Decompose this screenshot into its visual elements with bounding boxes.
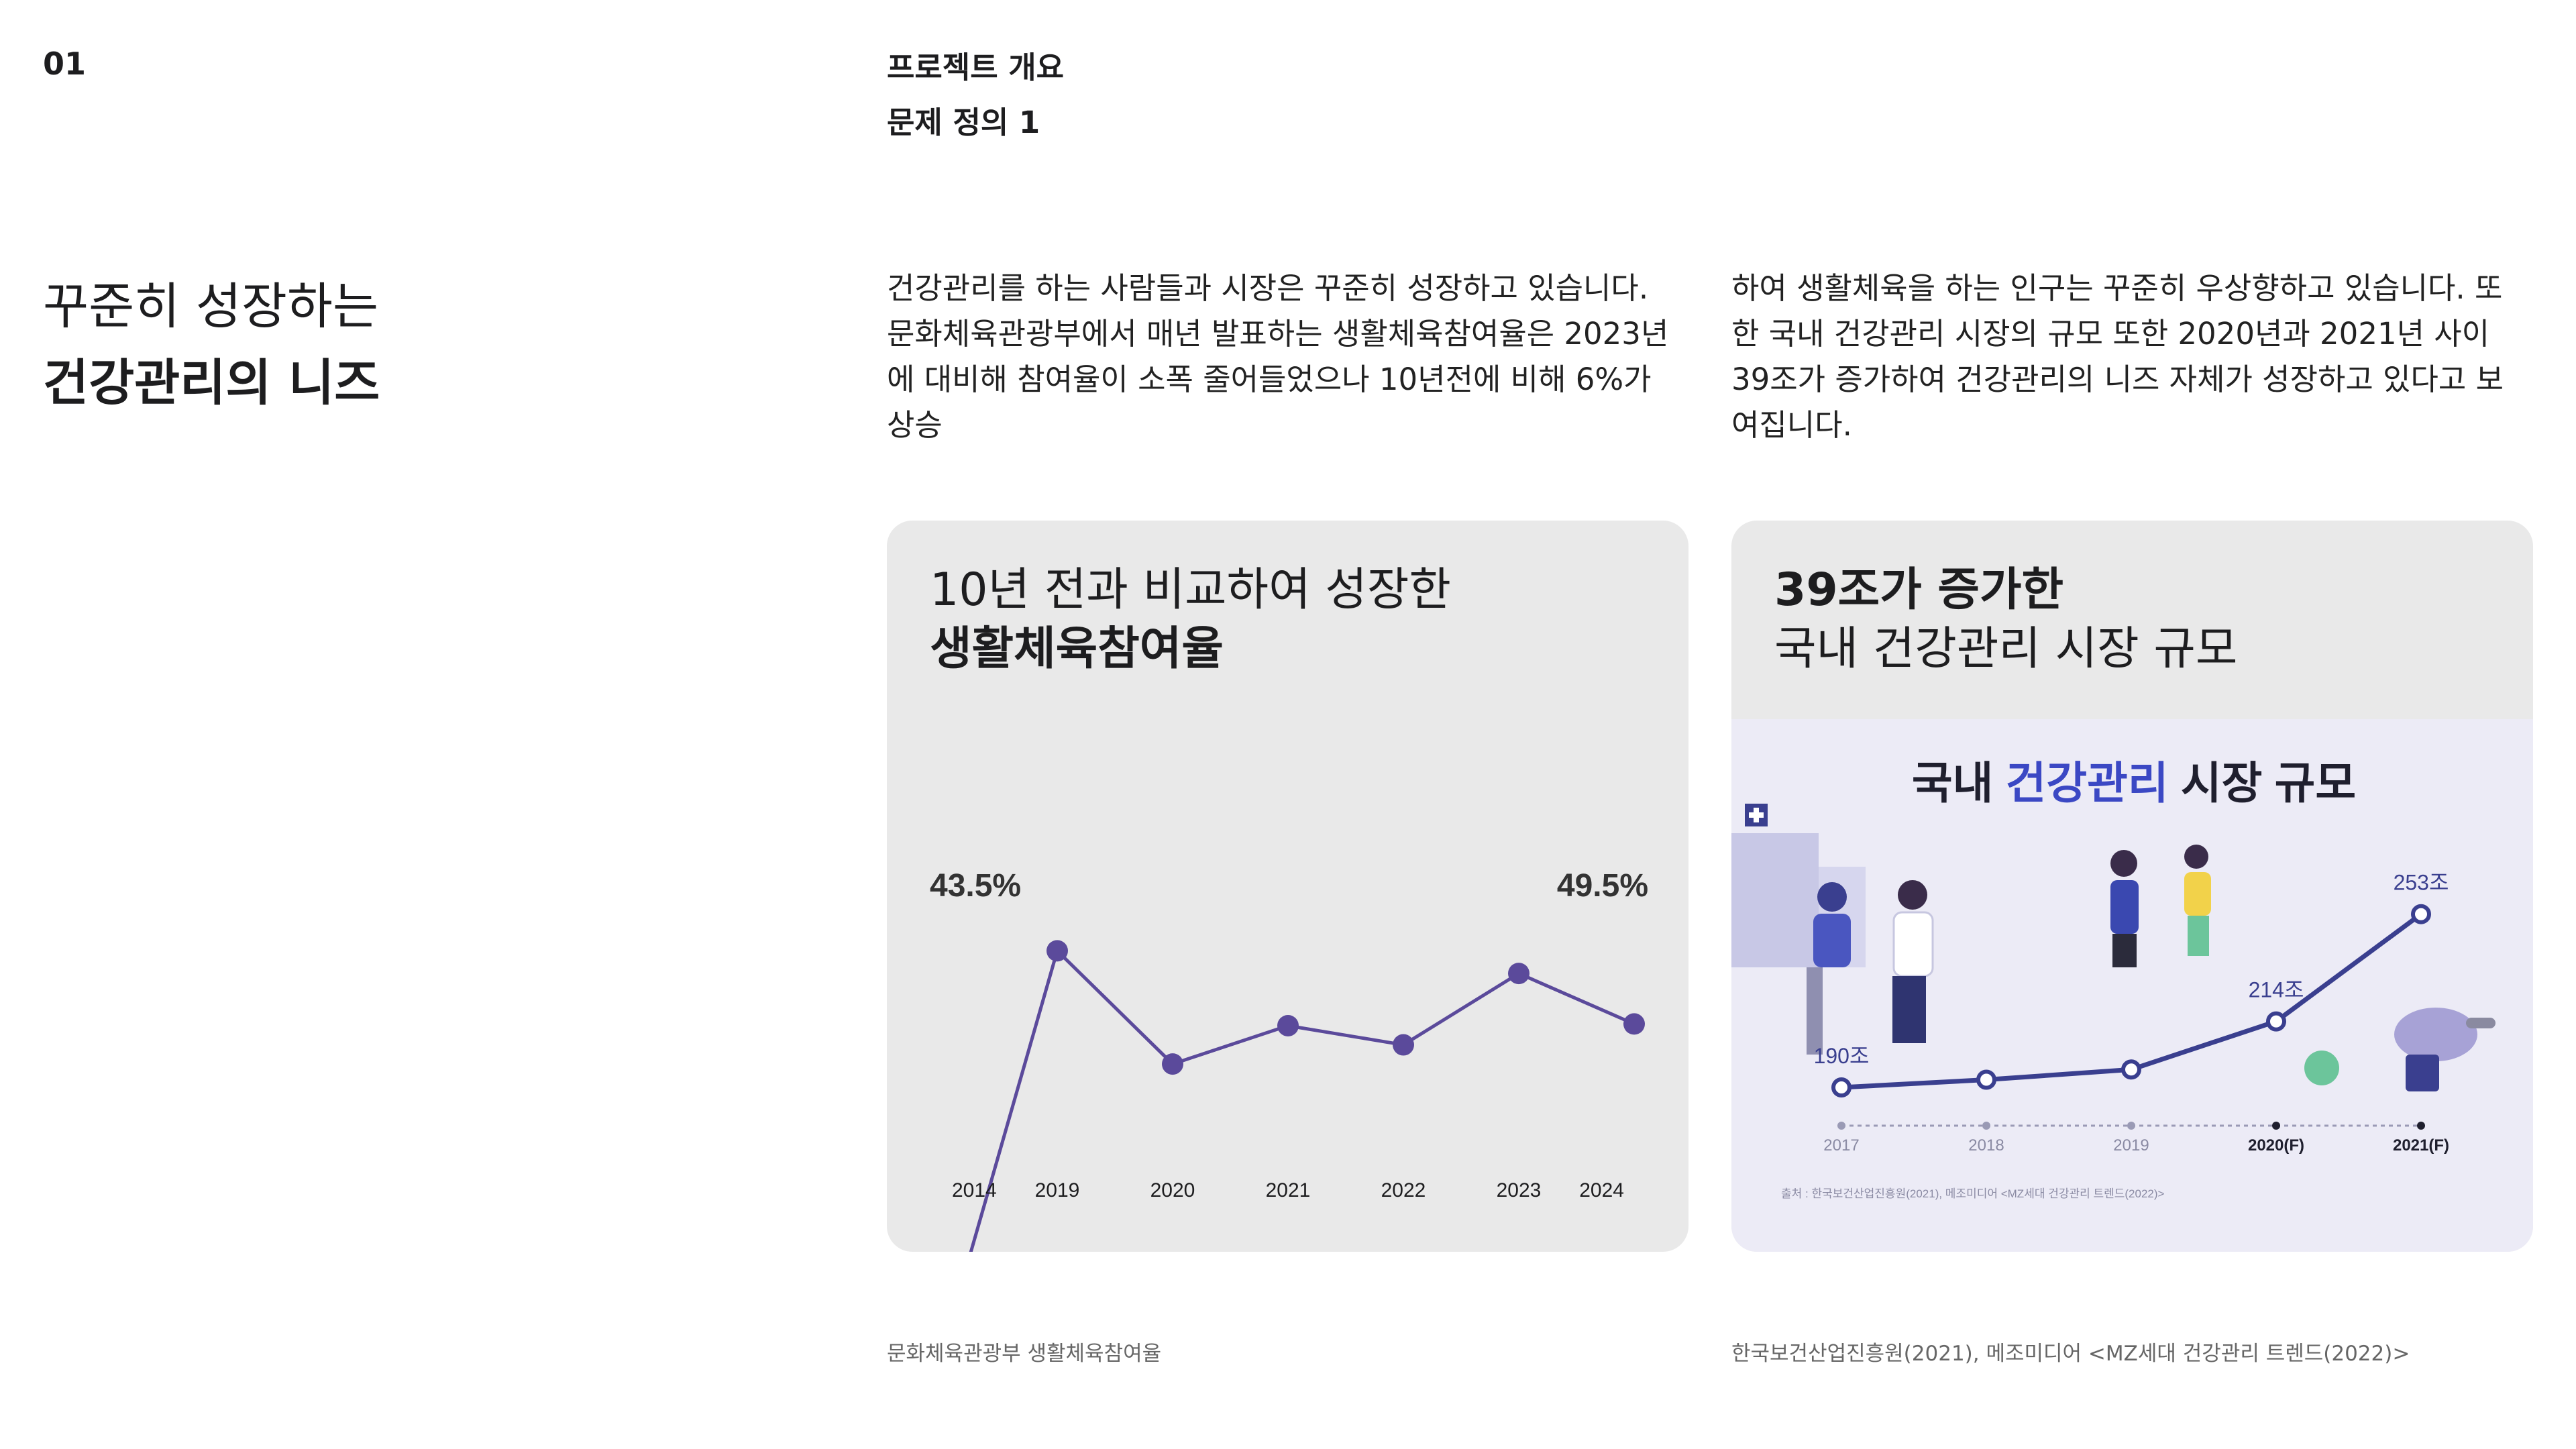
x-tick-label: 2023: [1497, 1179, 1542, 1201]
market-point-2020(F): [2266, 1011, 2286, 1032]
participation-line-chart: 2014 2019 2020 2021 2022 2023 2024 43.5% 49.5%: [930, 868, 1648, 1252]
card1-title: 10년 전과 비교하여 성장한 생활체육참여율: [930, 561, 1451, 679]
timeline-tick: [1837, 1122, 1845, 1130]
timeline-tick: [2417, 1122, 2425, 1130]
runners-illustration: [2110, 845, 2211, 967]
market-label-2021(F): 253조: [2394, 871, 2449, 895]
paragraph-col1: 건강관리를 하는 사람들과 시장은 꾸준히 성장하고 있습니다. 문화체육관광부…: [887, 270, 1669, 443]
year-label: 2021(F): [2393, 1136, 2449, 1155]
x-tick-label: 2022: [1381, 1179, 1426, 1201]
infographic-title: 국내 건강관리 시장 규모: [1912, 758, 2356, 808]
data-point-2020: [1162, 1053, 1183, 1075]
headline-line2: 건강관리의 니즈: [43, 354, 380, 412]
card2-source: 한국보건산업진흥원(2021), 메조미디어 <MZ세대 건강관리 트렌드(20…: [1731, 1342, 2410, 1366]
market-point-2018: [1976, 1069, 1996, 1090]
timeline-tick: [2272, 1122, 2280, 1130]
participation-chart-card: 10년 전과 비교하여 성장한 생활체육참여율 2014 2019 2020 2021…: [887, 521, 1688, 1252]
card1-title-line2: 생활체육참여율: [930, 623, 1224, 676]
data-point-2021: [1277, 1014, 1299, 1036]
infographic-title-part3: 시장 규모: [2169, 758, 2357, 808]
page-headline: 꾸준히 성장하는 건강관리의 니즈: [43, 268, 380, 421]
x-tick-label: 2020: [1150, 1179, 1195, 1201]
market-label-2017: 190조: [1814, 1044, 1870, 1068]
card1-source: 문화체육관광부 생활체육참여율: [887, 1342, 1162, 1366]
section-subtitle: 문제 정의 1: [887, 105, 1040, 140]
section-number: 01: [43, 46, 87, 82]
year-label: 2017: [1823, 1136, 1859, 1155]
market-size-chart: 국내 건강관리 시장 규모: [1731, 758, 2496, 1200]
participation-series-line: [969, 949, 1635, 1252]
card1-title-line1: 10년 전과 비교하여 성장한: [930, 564, 1451, 616]
section-title: 프로젝트 개요: [887, 50, 1065, 85]
timeline-tick: [1982, 1122, 1990, 1130]
infographic-footnote: 출처 : 한국보건산업진흥원(2021), 메조미디어 <MZ세대 건강관리 트…: [1781, 1187, 2165, 1200]
doctor-patient-illustration: [1807, 880, 1934, 1055]
market-point-2021(F): [2411, 904, 2431, 924]
data-label-2024: 49.5%: [1557, 868, 1648, 904]
market-size-infographic: 국내 건강관리 시장 규모: [1731, 719, 2533, 1252]
year-label: 2020(F): [2248, 1136, 2304, 1155]
data-point-2024: [1623, 1013, 1645, 1035]
x-tick-label: 2019: [1035, 1179, 1080, 1201]
headline-line1: 꾸준히 성장하는: [43, 278, 379, 335]
card2-title-line2: 국내 건강관리 시장 규모: [1774, 623, 2238, 676]
data-label-2014: 43.5%: [930, 868, 1021, 904]
timeline-tick: [2127, 1122, 2135, 1130]
infographic-title-part1: 국내: [1912, 758, 2006, 808]
x-tick-label: 2024: [1579, 1179, 1624, 1201]
market-size-card: 39조가 증가한 국내 건강관리 시장 규모 국내 건강관리 시장 규모: [1731, 521, 2533, 1252]
market-size-line: 2017 2018 2019 2020(F) 2021(F) 190조 214조 253조: [1814, 871, 2449, 1155]
data-point-2022: [1393, 1034, 1414, 1056]
market-label-2020(F): 214조: [2249, 978, 2304, 1002]
gym-items-illustration: [2304, 1008, 2496, 1091]
x-tick-label: 2021: [1266, 1179, 1311, 1201]
card2-title: 39조가 증가한 국내 건강관리 시장 규모: [1774, 561, 2237, 679]
paragraph-col2: 하여 생활체육을 하는 인구는 꾸준히 우상향하고 있습니다. 또한 국내 건강…: [1731, 270, 2504, 443]
year-label: 2018: [1968, 1136, 2004, 1155]
year-label: 2019: [2113, 1136, 2149, 1155]
x-tick-label: 2014: [952, 1179, 997, 1201]
infographic-title-accent: 건강관리: [2006, 758, 2169, 808]
data-point-2023: [1508, 963, 1529, 985]
data-point-2019: [1046, 940, 1068, 962]
market-point-2017: [1831, 1077, 1851, 1097]
market-point-2019: [2121, 1059, 2141, 1080]
card2-title-line1: 39조가 증가한: [1774, 564, 2064, 616]
